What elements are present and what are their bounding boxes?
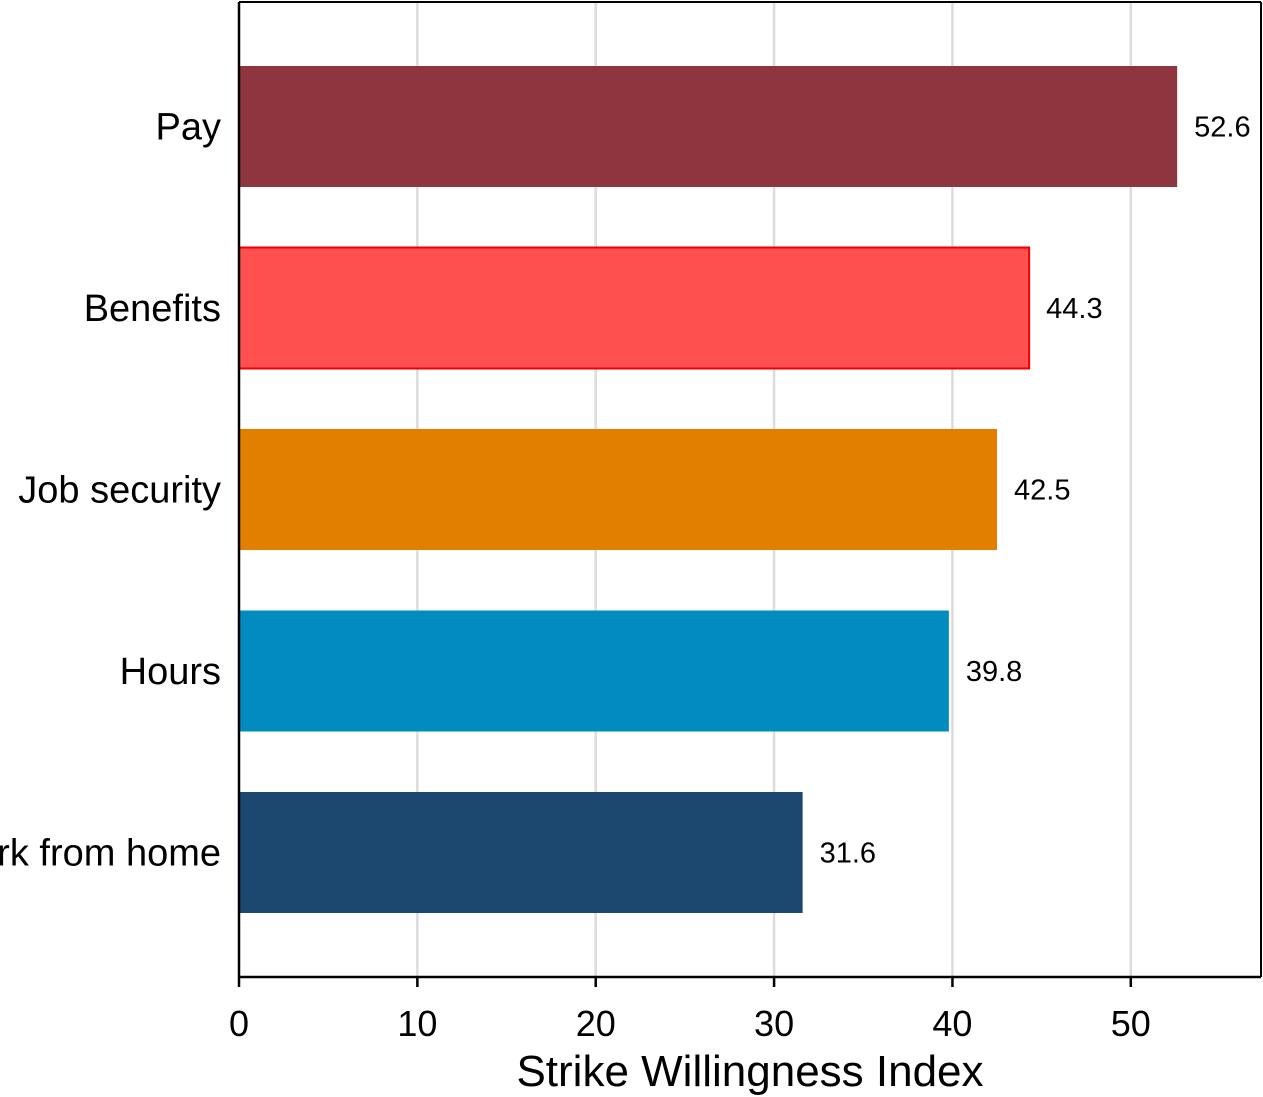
x-axis-title: Strike Willingness Index [516, 1047, 983, 1096]
bar-job-security [239, 429, 998, 550]
value-labels: 52.6 44.3 42.5 39.8 31.6 [820, 112, 1251, 870]
x-tick-label-20: 20 [576, 1003, 616, 1044]
category-label-hours: Hours [120, 651, 221, 693]
value-label-benefits: 44.3 [1046, 293, 1102, 325]
bars [238, 66, 1178, 913]
category-label-benefits: Benefits [84, 288, 221, 330]
category-label-work-from-home: Work from home [0, 833, 221, 875]
value-label-work-from-home: 31.6 [820, 838, 876, 870]
bar-pay [239, 66, 1178, 187]
x-tick-label-50: 50 [1111, 1003, 1151, 1044]
bar-hours [239, 610, 949, 732]
bar-work-from-home [239, 792, 803, 913]
x-tick-label-30: 30 [754, 1003, 794, 1044]
category-label-job-security: Job security [18, 470, 221, 512]
value-label-hours: 39.8 [966, 656, 1022, 688]
x-tick-label-40: 40 [932, 1003, 972, 1044]
value-label-pay: 52.6 [1194, 112, 1250, 144]
x-tick-label-10: 10 [397, 1003, 437, 1044]
bar-benefits [238, 246, 1031, 370]
x-tick-label-0: 0 [229, 1003, 249, 1044]
plot-frame [237, 1, 1262, 979]
category-labels: Pay Benefits Job security Hours Work from ho… [0, 107, 221, 875]
category-label-pay: Pay [156, 107, 221, 149]
x-axis-ticks: 0 10 20 30 40 50 [229, 977, 1151, 1044]
value-label-job-security: 42.5 [1014, 475, 1070, 507]
